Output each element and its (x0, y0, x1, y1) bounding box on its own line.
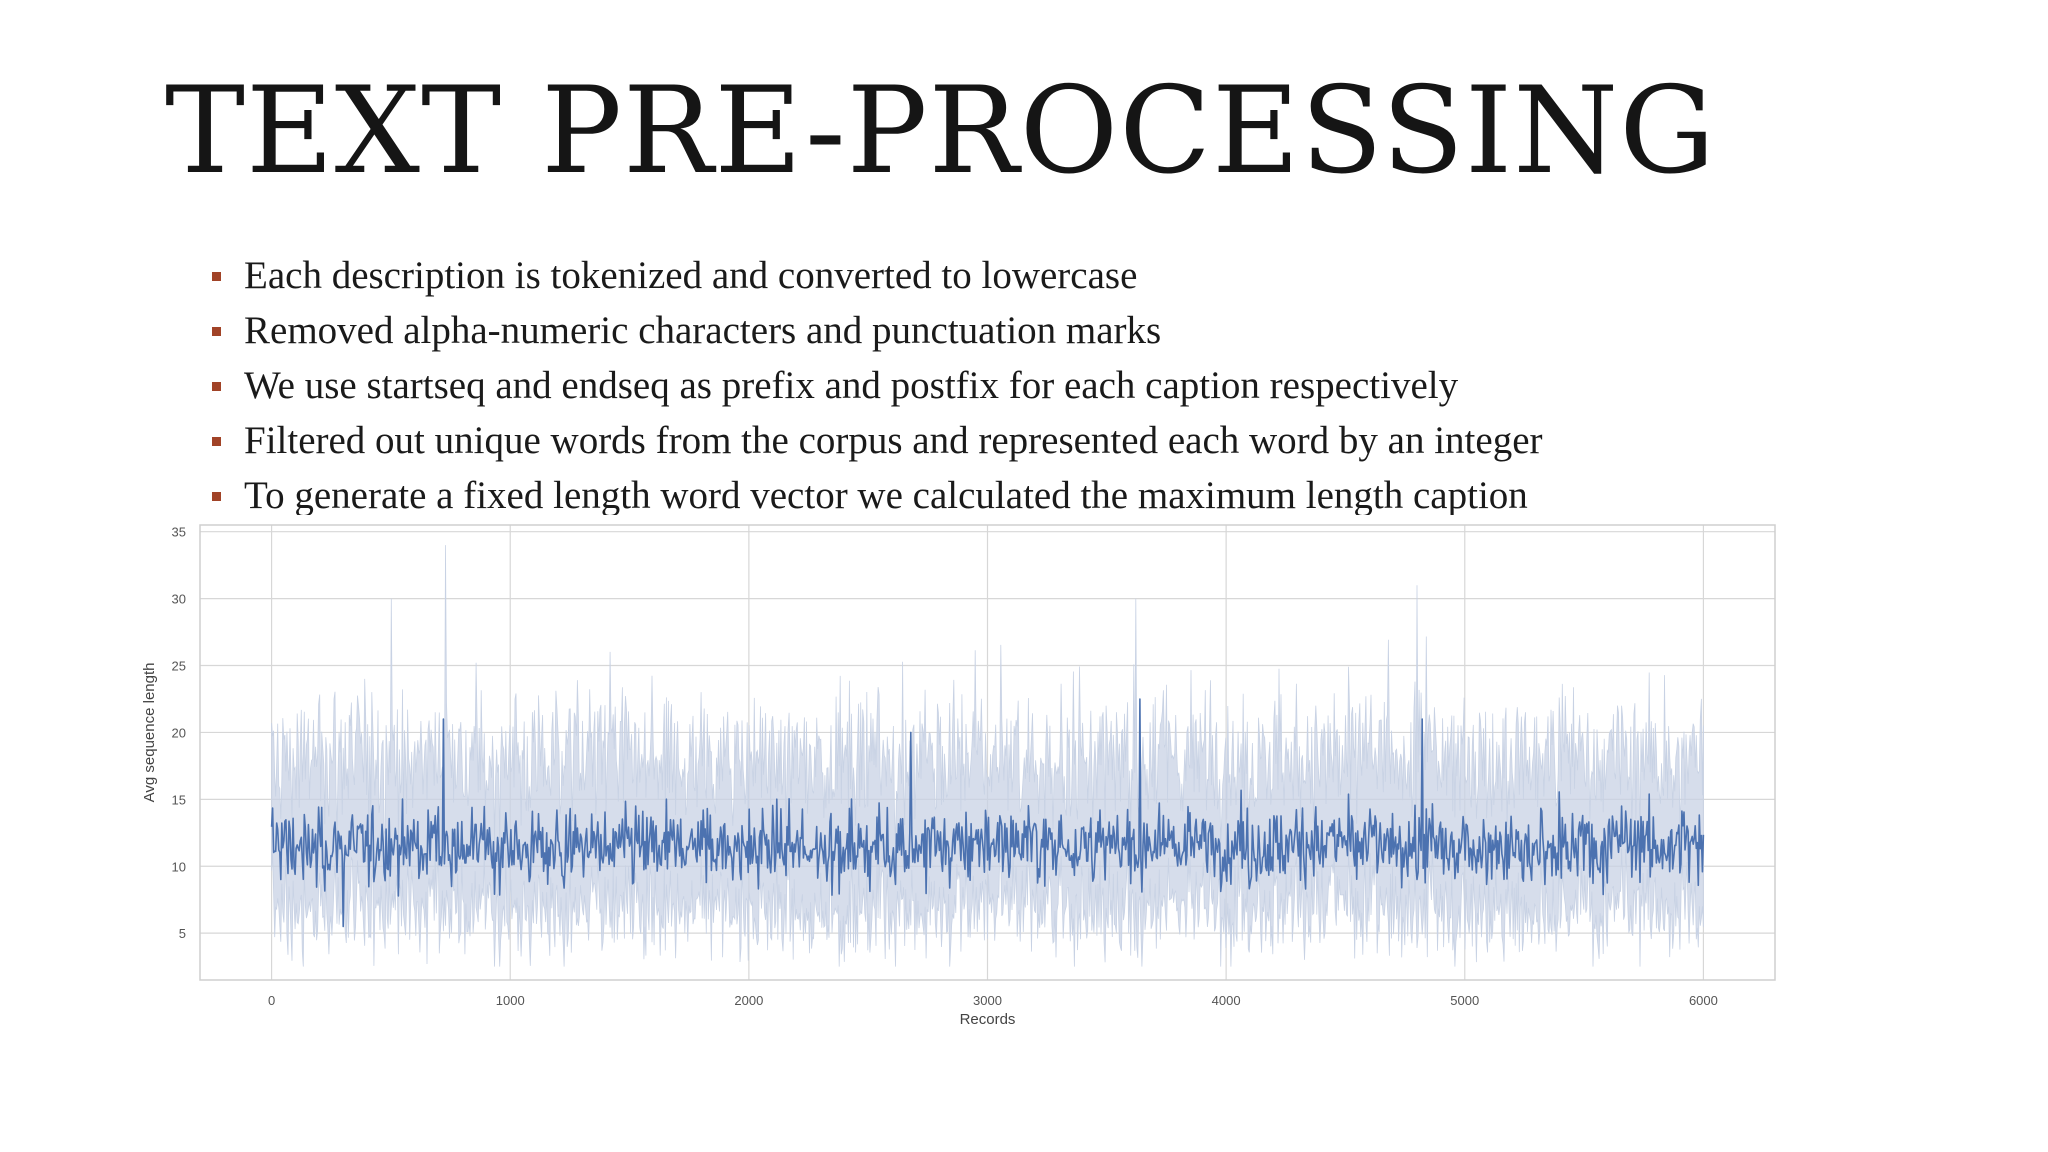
x-axis-label: Records (960, 1011, 1016, 1028)
bullet-text: Filtered out unique words from the corpu… (244, 419, 1543, 462)
bullet-square-icon (212, 382, 221, 391)
y-tick-label: 20 (172, 725, 186, 740)
x-tick-label: 5000 (1450, 993, 1479, 1008)
line-chart: 5 10 15 20 25 30 35 0 1000 2000 3000 4000 5000 6000 … (138, 515, 1778, 1030)
bullet-text: Removed alpha-numeric characters and pun… (244, 309, 1162, 352)
bullet-text: We use startseq and endseq as prefix and… (244, 364, 1459, 407)
y-tick-label: 15 (172, 792, 186, 807)
y-tick-label: 35 (172, 525, 186, 540)
y-tick-label: 5 (179, 926, 186, 941)
x-tick-label: 6000 (1689, 993, 1718, 1008)
y-axis-ticks: 5 10 15 20 25 30 35 (172, 525, 186, 941)
x-axis-ticks: 0 1000 2000 3000 4000 5000 6000 (268, 993, 1718, 1008)
x-tick-label: 2000 (734, 993, 763, 1008)
mean-series-line (270, 698, 1705, 928)
x-tick-label: 3000 (973, 993, 1002, 1008)
x-tick-label: 4000 (1212, 993, 1241, 1008)
bullet-square-icon (212, 492, 221, 501)
bullet-text: Each description is tokenized and conver… (244, 254, 1138, 297)
x-tick-label: 1000 (496, 993, 525, 1008)
bullet-square-icon (212, 437, 221, 446)
y-tick-label: 25 (172, 659, 186, 674)
y-tick-label: 10 (172, 859, 186, 874)
slide-title: TEXT PRE-PROCESSING (165, 62, 1717, 201)
confidence-band-area (271, 545, 1704, 967)
bullet-square-icon (212, 327, 221, 336)
confidence-band (271, 545, 1704, 967)
y-axis-label: Avg sequence length (141, 663, 158, 803)
bullet-square-icon (212, 272, 221, 281)
y-tick-label: 30 (172, 592, 186, 607)
plot-frame (199, 524, 1776, 981)
x-tick-label: 0 (268, 993, 275, 1008)
bullet-text: To generate a fixed length word vector w… (244, 474, 1528, 517)
mean-line (270, 698, 1705, 928)
